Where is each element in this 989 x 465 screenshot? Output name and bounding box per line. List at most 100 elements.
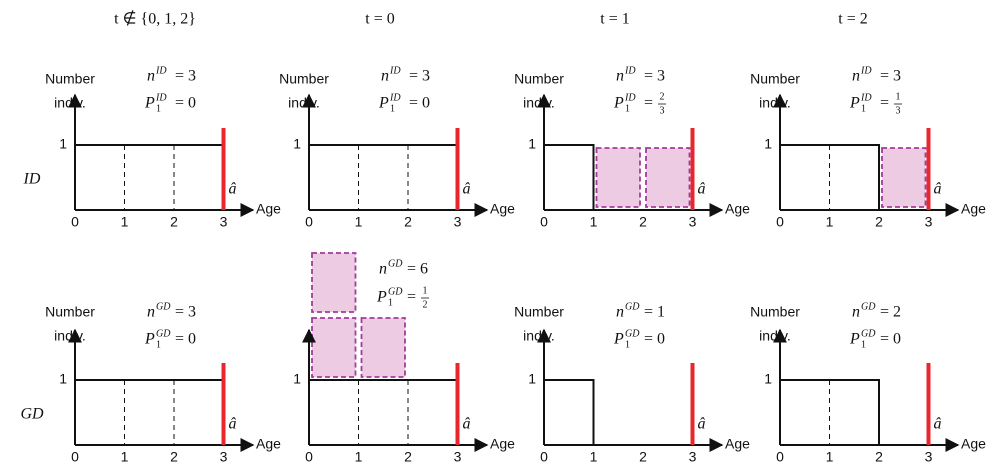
formula-symbol: n xyxy=(379,261,387,278)
y-axis-label: Number xyxy=(514,71,564,87)
new-individuals-box xyxy=(360,317,406,378)
population-profile xyxy=(75,144,225,210)
formula-symbol: P xyxy=(613,331,624,348)
y-tick-label: 1 xyxy=(764,136,772,152)
formula-superscript: GD xyxy=(388,258,403,269)
population-profile xyxy=(75,379,225,445)
x-axis-label: Age xyxy=(490,436,515,452)
new-individuals-box xyxy=(595,147,641,208)
formula-symbol: P xyxy=(849,331,860,348)
y-tick-label: 1 xyxy=(764,371,772,387)
formula-subscript: 1 xyxy=(625,339,630,350)
x-tick-label: 2 xyxy=(639,449,647,465)
x-tick-label: 3 xyxy=(925,214,933,230)
population-profile xyxy=(544,144,595,210)
x-tick-label: 3 xyxy=(454,449,462,465)
formula-symbol: n xyxy=(616,68,624,85)
formula-relation: = 0 xyxy=(175,331,196,348)
formula-relation: = 3 xyxy=(409,68,430,85)
x-tick-label: 0 xyxy=(71,449,79,465)
x-axis-label: Age xyxy=(256,436,281,452)
formula-superscript: GD xyxy=(861,301,876,312)
x-axis-label: Age xyxy=(961,201,986,217)
x-axis-label: Age xyxy=(725,201,750,217)
max-age-label: â xyxy=(698,416,706,433)
fraction-numerator: 1 xyxy=(896,91,901,102)
max-age-label: â xyxy=(229,416,237,433)
x-tick-label: 2 xyxy=(639,214,647,230)
formula-superscript: ID xyxy=(155,65,167,76)
formula-subscript: 1 xyxy=(156,103,161,114)
formula-symbol: n xyxy=(147,304,155,321)
column-header: t ∉ {0, 1, 2} xyxy=(114,10,196,28)
y-axis-label: Number xyxy=(45,71,95,87)
fraction-denominator: 3 xyxy=(660,105,665,116)
new-individuals-box xyxy=(311,252,357,313)
max-age-label: â xyxy=(229,181,237,198)
x-tick-label: 3 xyxy=(454,214,462,230)
x-tick-label: 0 xyxy=(540,449,548,465)
formula-symbol: P xyxy=(613,95,624,112)
max-age-label: â xyxy=(463,416,471,433)
y-axis-label: Number xyxy=(45,304,95,320)
x-tick-label: 2 xyxy=(170,214,178,230)
max-age-label: â xyxy=(463,181,471,198)
formula-relation: = 0 xyxy=(880,331,901,348)
population-profile xyxy=(309,379,459,445)
column-header: t = 0 xyxy=(365,11,394,28)
x-axis-label: Age xyxy=(725,436,750,452)
x-tick-label: 3 xyxy=(689,449,697,465)
formula-relation: = 1 xyxy=(644,304,665,321)
x-tick-label: 1 xyxy=(355,449,363,465)
formula-relation: = xyxy=(644,95,653,112)
x-tick-label: 3 xyxy=(220,214,228,230)
x-tick-label: 3 xyxy=(220,449,228,465)
row-label: ID xyxy=(23,171,41,188)
y-tick-label: 1 xyxy=(293,136,301,152)
y-tick-label: 1 xyxy=(528,371,536,387)
population-profile xyxy=(544,379,595,445)
formula-relation: = xyxy=(880,95,889,112)
fraction-numerator: 1 xyxy=(423,285,428,296)
x-tick-label: 1 xyxy=(121,449,129,465)
y-axis-label: indiv. xyxy=(759,328,791,344)
formula-superscript: ID xyxy=(624,92,636,103)
max-age-label: â xyxy=(934,181,942,198)
y-axis-label: Number xyxy=(750,71,800,87)
formula-superscript: GD xyxy=(388,286,403,297)
y-axis-label: indiv. xyxy=(523,95,555,111)
y-axis-label: indiv. xyxy=(288,95,320,111)
formula-relation: = 3 xyxy=(880,68,901,85)
x-tick-label: 3 xyxy=(689,214,697,230)
x-tick-label: 1 xyxy=(355,214,363,230)
formula-subscript: 1 xyxy=(861,103,866,114)
formula-relation: = 0 xyxy=(644,331,665,348)
x-tick-label: 2 xyxy=(404,214,412,230)
x-tick-label: 0 xyxy=(776,214,784,230)
formula-relation: = 3 xyxy=(644,68,665,85)
formula-superscript: ID xyxy=(624,65,636,76)
new-individuals-box xyxy=(311,317,357,378)
formula-symbol: P xyxy=(376,289,387,306)
formula-subscript: 1 xyxy=(390,103,395,114)
x-axis-label: Age xyxy=(490,201,515,217)
population-profile xyxy=(309,144,459,210)
formula-symbol: P xyxy=(144,331,155,348)
fraction-denominator: 3 xyxy=(896,105,901,116)
column-header: t = 2 xyxy=(838,11,867,28)
formula-relation: = 3 xyxy=(175,304,196,321)
formula-relation: = 0 xyxy=(409,95,430,112)
formula-relation: = 3 xyxy=(175,68,196,85)
y-tick-label: 1 xyxy=(59,371,67,387)
formula-subscript: 1 xyxy=(625,103,630,114)
formula-superscript: GD xyxy=(625,301,640,312)
x-tick-label: 0 xyxy=(540,214,548,230)
formula-superscript: GD xyxy=(156,301,171,312)
y-axis-label: indiv. xyxy=(759,95,791,111)
row-label: GD xyxy=(20,406,44,423)
formula-symbol: n xyxy=(852,304,860,321)
fraction-denominator: 2 xyxy=(423,299,428,310)
y-axis-label: indiv. xyxy=(54,328,86,344)
y-axis-label: Number xyxy=(279,71,329,87)
